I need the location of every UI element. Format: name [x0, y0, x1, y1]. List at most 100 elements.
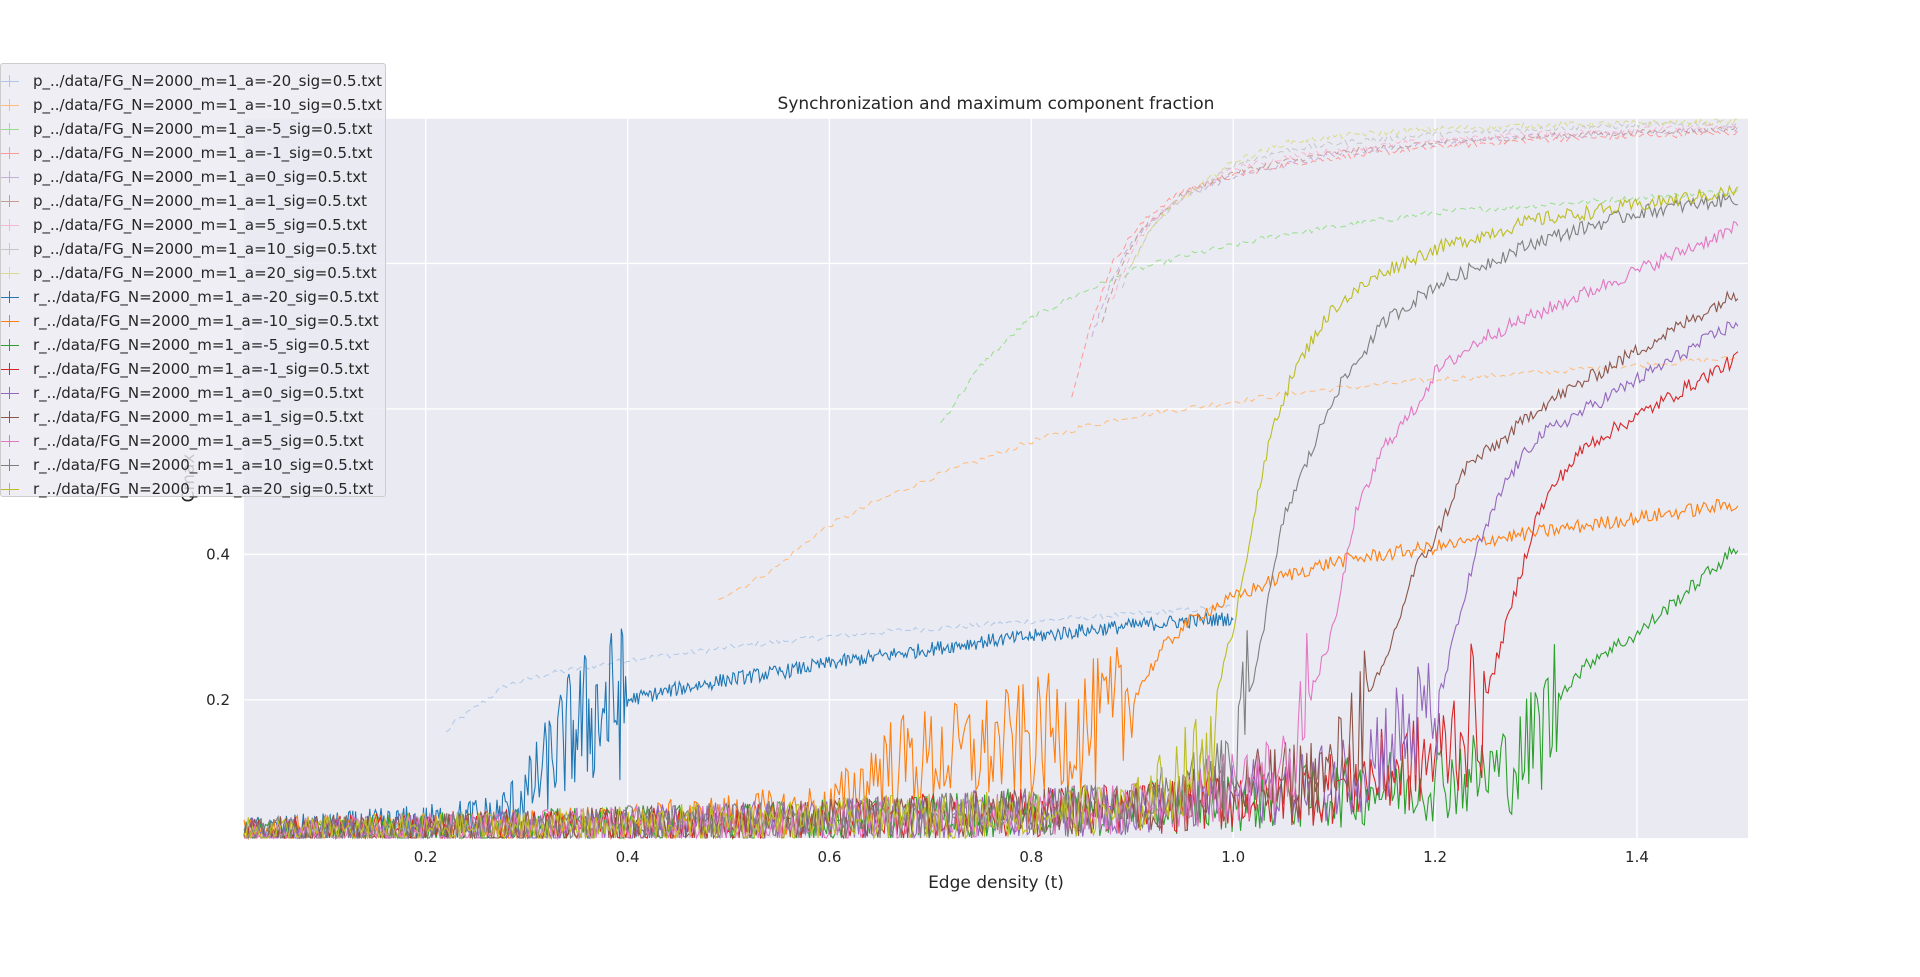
- legend-marker: [9, 99, 10, 111]
- legend-swatch: [1, 81, 19, 82]
- legend-label: p_../data/FG_N=2000_m=1_a=-5_sig=0.5.txt: [33, 120, 373, 138]
- legend-entry: r_../data/FG_N=2000_m=1_a=-20_sig=0.5.tx…: [1, 286, 387, 310]
- legend-swatch: [1, 465, 19, 466]
- legend-swatch: [1, 321, 19, 322]
- legend-entry: r_../data/FG_N=2000_m=1_a=1_sig=0.5.txt: [1, 406, 387, 430]
- legend-swatch: [1, 417, 19, 418]
- legend-marker: [9, 435, 10, 447]
- x-tick-label: 0.6: [818, 848, 842, 866]
- series-line-16: [243, 192, 1738, 841]
- y-tick-label: 0.2: [206, 691, 230, 709]
- legend-label: p_../data/FG_N=2000_m=1_a=-1_sig=0.5.txt: [33, 144, 373, 162]
- legend-swatch: [1, 273, 19, 274]
- legend-swatch: [1, 393, 19, 394]
- legend-label: r_../data/FG_N=2000_m=1_a=-20_sig=0.5.tx…: [33, 288, 379, 306]
- legend-swatch: [1, 441, 19, 442]
- x-tick-label: 0.8: [1019, 848, 1043, 866]
- legend-swatch: [1, 153, 19, 154]
- legend-entry: p_../data/FG_N=2000_m=1_a=1_sig=0.5.txt: [1, 190, 387, 214]
- legend-label: r_../data/FG_N=2000_m=1_a=20_sig=0.5.txt: [33, 480, 374, 498]
- legend-entry: p_../data/FG_N=2000_m=1_a=-1_sig=0.5.txt: [1, 142, 387, 166]
- legend-label: r_../data/FG_N=2000_m=1_a=-5_sig=0.5.txt: [33, 336, 370, 354]
- legend-swatch: [1, 105, 19, 106]
- x-tick-label: 1.2: [1423, 848, 1447, 866]
- series-line-17: [243, 184, 1739, 841]
- legend-marker: [9, 267, 10, 279]
- legend-marker: [9, 459, 10, 471]
- legend-label: r_../data/FG_N=2000_m=1_a=-1_sig=0.5.txt: [33, 360, 370, 378]
- legend-entry: p_../data/FG_N=2000_m=1_a=0_sig=0.5.txt: [1, 166, 387, 190]
- legend-entry: r_../data/FG_N=2000_m=1_a=20_sig=0.5.txt: [1, 478, 387, 502]
- legend-marker: [9, 219, 10, 231]
- x-tick-label: 1.0: [1221, 848, 1245, 866]
- y-tick-label: 0.4: [206, 545, 230, 563]
- legend-marker: [9, 123, 10, 135]
- legend-label: p_../data/FG_N=2000_m=1_a=-20_sig=0.5.tx…: [33, 72, 382, 90]
- legend-entry: r_../data/FG_N=2000_m=1_a=10_sig=0.5.txt: [1, 454, 387, 478]
- legend-label: r_../data/FG_N=2000_m=1_a=5_sig=0.5.txt: [33, 432, 364, 450]
- series-line-6: [1111, 124, 1739, 300]
- series-line-3: [1071, 130, 1739, 398]
- legend-entry: p_../data/FG_N=2000_m=1_a=10_sig=0.5.txt: [1, 238, 387, 262]
- legend-swatch: [1, 489, 19, 490]
- legend-marker: [9, 339, 10, 351]
- x-axis-label: Edge density (t): [928, 873, 1064, 893]
- legend-swatch: [1, 249, 19, 250]
- legend-marker: [9, 363, 10, 375]
- legend-label: r_../data/FG_N=2000_m=1_a=1_sig=0.5.txt: [33, 408, 364, 426]
- series-line-2: [940, 189, 1739, 424]
- legend-marker: [9, 387, 10, 399]
- legend-swatch: [1, 129, 19, 130]
- legend-label: p_../data/FG_N=2000_m=1_a=-10_sig=0.5.tx…: [33, 96, 382, 114]
- legend-label: r_../data/FG_N=2000_m=1_a=0_sig=0.5.txt: [33, 384, 364, 402]
- legend-swatch: [1, 345, 19, 346]
- tick-labels: 0.2 0.4 0.6 0.8 1.0 1.2 1.4 0.2 0.4: [206, 545, 1649, 866]
- legend-label: p_../data/FG_N=2000_m=1_a=5_sig=0.5.txt: [33, 216, 368, 234]
- legend-entry: r_../data/FG_N=2000_m=1_a=-5_sig=0.5.txt: [1, 334, 387, 358]
- legend-marker: [9, 195, 10, 207]
- legend-marker: [9, 75, 10, 87]
- series-line-1: [718, 355, 1739, 601]
- series-line-0: [445, 604, 1234, 733]
- series-line-10: [243, 498, 1739, 841]
- legend-marker: [9, 483, 10, 495]
- legend-marker: [9, 243, 10, 255]
- legend-entry: p_../data/FG_N=2000_m=1_a=5_sig=0.5.txt: [1, 214, 387, 238]
- legend-label: p_../data/FG_N=2000_m=1_a=20_sig=0.5.txt: [33, 264, 377, 282]
- legend-marker: [9, 315, 10, 327]
- plot-area: [244, 118, 1748, 838]
- legend-label: r_../data/FG_N=2000_m=1_a=10_sig=0.5.txt: [33, 456, 374, 474]
- legend-entry: p_../data/FG_N=2000_m=1_a=-5_sig=0.5.txt: [1, 118, 387, 142]
- legend-label: r_../data/FG_N=2000_m=1_a=-10_sig=0.5.tx…: [33, 312, 379, 330]
- legend-swatch: [1, 369, 19, 370]
- series-line-7: [1121, 119, 1739, 289]
- legend-marker: [9, 411, 10, 423]
- legend-entry: r_../data/FG_N=2000_m=1_a=0_sig=0.5.txt: [1, 382, 387, 406]
- legend-entry: r_../data/FG_N=2000_m=1_a=-10_sig=0.5.tx…: [1, 310, 387, 334]
- x-tick-label: 1.4: [1625, 848, 1649, 866]
- legend-marker: [9, 171, 10, 183]
- legend-swatch: [1, 177, 19, 178]
- legend-label: p_../data/FG_N=2000_m=1_a=10_sig=0.5.txt: [33, 240, 377, 258]
- legend: p_../data/FG_N=2000_m=1_a=-20_sig=0.5.tx…: [0, 63, 387, 498]
- series-line-8: [1131, 118, 1739, 265]
- series-layer: [243, 118, 1739, 841]
- legend-label: p_../data/FG_N=2000_m=1_a=0_sig=0.5.txt: [33, 168, 368, 186]
- x-tick-label: 0.2: [414, 848, 438, 866]
- legend-marker: [9, 291, 10, 303]
- legend-entry: p_../data/FG_N=2000_m=1_a=-20_sig=0.5.tx…: [1, 70, 387, 94]
- legend-swatch: [1, 297, 19, 298]
- series-line-5: [1101, 125, 1739, 323]
- legend-entry: p_../data/FG_N=2000_m=1_a=-10_sig=0.5.tx…: [1, 94, 387, 118]
- legend-label: p_../data/FG_N=2000_m=1_a=1_sig=0.5.txt: [33, 192, 368, 210]
- legend-marker: [9, 147, 10, 159]
- legend-swatch: [1, 201, 19, 202]
- legend-entry: r_../data/FG_N=2000_m=1_a=5_sig=0.5.txt: [1, 430, 387, 454]
- x-tick-label: 0.4: [616, 848, 640, 866]
- legend-swatch: [1, 225, 19, 226]
- legend-entry: r_../data/FG_N=2000_m=1_a=-1_sig=0.5.txt: [1, 358, 387, 382]
- chart-title: Synchronization and maximum component fr…: [778, 94, 1215, 114]
- series-line-4: [1091, 125, 1739, 338]
- legend-entry: p_../data/FG_N=2000_m=1_a=20_sig=0.5.txt: [1, 262, 387, 286]
